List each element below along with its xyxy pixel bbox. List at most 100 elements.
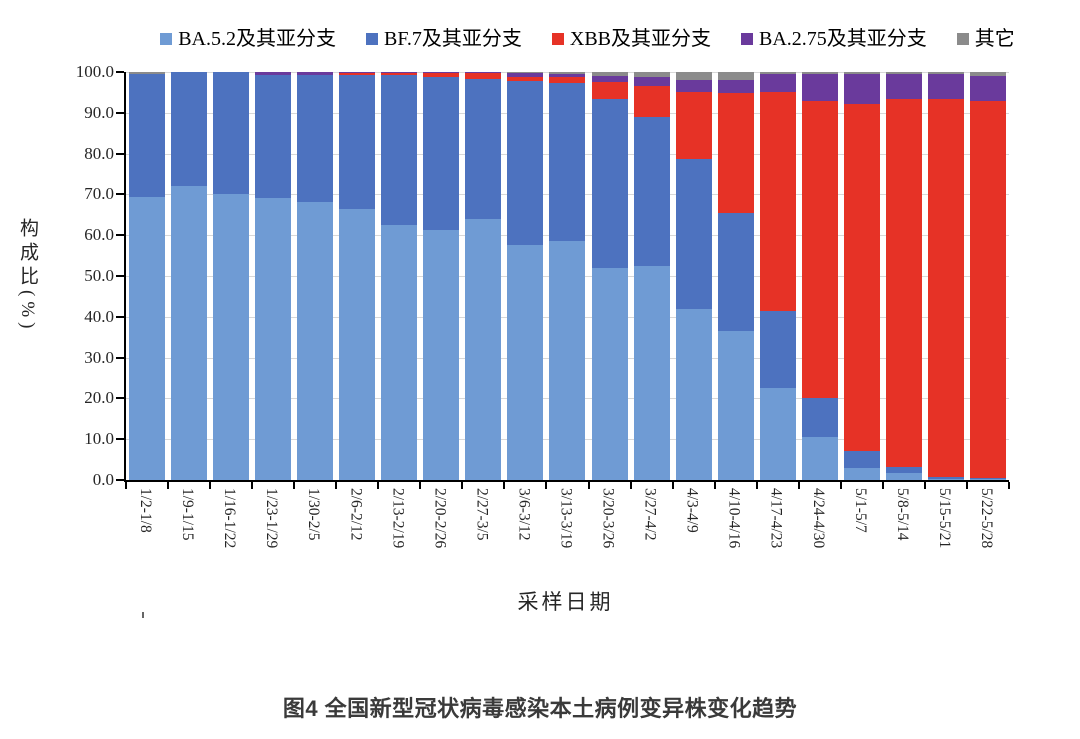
x-tick-label: 3/6-3/12 (515, 488, 533, 541)
x-tick (713, 482, 716, 489)
bar-segment (297, 72, 334, 76)
x-tick-label: 2/6-2/12 (347, 488, 365, 541)
bar-segment (675, 159, 712, 309)
bar-segment (129, 72, 166, 75)
bar-segment (339, 72, 376, 74)
bar-segment (381, 75, 418, 226)
bar (297, 72, 334, 480)
y-tick (116, 438, 124, 441)
x-tick-label: 5/1-5/7 (851, 488, 869, 533)
bar-segment (927, 98, 964, 477)
x-tick-label: 2/20-2/26 (431, 488, 449, 549)
bar (969, 72, 1006, 480)
bar-column (841, 72, 883, 480)
y-tick (116, 275, 124, 277)
bar-segment (633, 116, 670, 266)
bar-column (757, 72, 799, 480)
bar-segment (927, 73, 964, 99)
x-tick-label: 3/27-4/2 (641, 488, 659, 541)
y-axis-title-wrap: 构成比(%) (14, 72, 41, 480)
bar-column (715, 72, 757, 480)
bar-column (925, 72, 967, 480)
y-tick-label: 60.0 (84, 225, 114, 245)
bar-segment (339, 75, 376, 209)
bar-segment (591, 98, 628, 268)
bar-segment (465, 73, 502, 80)
bar (129, 72, 166, 480)
bar-segment (801, 72, 838, 74)
x-tick-label: 5/15-5/21 (935, 488, 953, 549)
bar-segment (969, 477, 1006, 480)
legend-item: BA.5.2及其亚分支 (160, 29, 336, 49)
bar-segment (969, 479, 1006, 480)
x-tick-label: 4/3-4/9 (683, 488, 701, 533)
y-tick (116, 193, 124, 196)
x-tick (671, 482, 674, 489)
x-tick-label: 1/23-1/29 (263, 488, 281, 549)
y-tick (116, 315, 124, 318)
bar (171, 72, 208, 480)
bar-segment (633, 85, 670, 117)
bar-segment (591, 75, 628, 83)
y-tick (116, 152, 124, 155)
bar-segment (129, 74, 166, 198)
bar-segment (885, 98, 922, 467)
bar-column (420, 72, 462, 480)
legend-label: XBB及其亚分支 (569, 28, 711, 50)
bar (927, 72, 964, 480)
bar-segment (885, 473, 922, 480)
y-tick (116, 356, 124, 359)
bar (381, 72, 418, 480)
legend-swatch-icon (366, 33, 378, 45)
bar-column (168, 72, 210, 480)
bar-segment (843, 103, 880, 452)
bar-segment (885, 72, 922, 74)
x-tick (125, 482, 127, 489)
bar-segment (759, 92, 796, 311)
bar-segment (885, 73, 922, 99)
bar-column (967, 72, 1009, 480)
y-tick-label: 80.0 (84, 143, 114, 163)
bar (801, 72, 838, 480)
bar-column (589, 72, 631, 480)
bar (591, 72, 628, 480)
x-tick-label: 5/8-5/14 (893, 488, 911, 541)
bar-segment (507, 77, 544, 81)
x-tick-label: 1/9-1/15 (179, 488, 197, 541)
bar-segment (507, 80, 544, 246)
bar-segment (507, 72, 544, 74)
bar-segment (717, 72, 754, 81)
bar-column (673, 72, 715, 480)
bar-column (126, 72, 168, 480)
y-tick (116, 234, 124, 237)
y-tick (116, 111, 124, 114)
bar (549, 72, 586, 480)
bar-segment (549, 83, 586, 242)
x-tick (587, 482, 590, 489)
bar (675, 72, 712, 480)
x-tick-label: 3/20-3/26 (599, 488, 617, 549)
x-tick (1008, 482, 1010, 489)
bar-segment (549, 74, 586, 78)
x-tick (965, 482, 968, 489)
x-tick-label: 4/10-4/16 (725, 488, 743, 549)
bar-segment (759, 73, 796, 93)
x-tick-label: 4/17-4/23 (767, 488, 785, 549)
bar (255, 72, 292, 480)
bar-segment (717, 93, 754, 213)
bar-segment (843, 451, 880, 468)
x-tick (923, 482, 926, 489)
bar-segment (969, 100, 1006, 478)
y-tick-label: 30.0 (84, 347, 114, 367)
bar-segment (927, 72, 964, 74)
bar-column (336, 72, 378, 480)
bar-column (252, 72, 294, 480)
bar-segment (381, 72, 418, 74)
bar-segment (381, 73, 418, 76)
figure-caption: 图4 全国新型冠状病毒感染本土病例变异株变化趋势 (282, 696, 798, 721)
bar-segment (927, 478, 964, 480)
bar-segment (591, 82, 628, 99)
bar-segment (549, 77, 586, 84)
bar-segment (675, 80, 712, 92)
bar-segment (885, 466, 922, 474)
